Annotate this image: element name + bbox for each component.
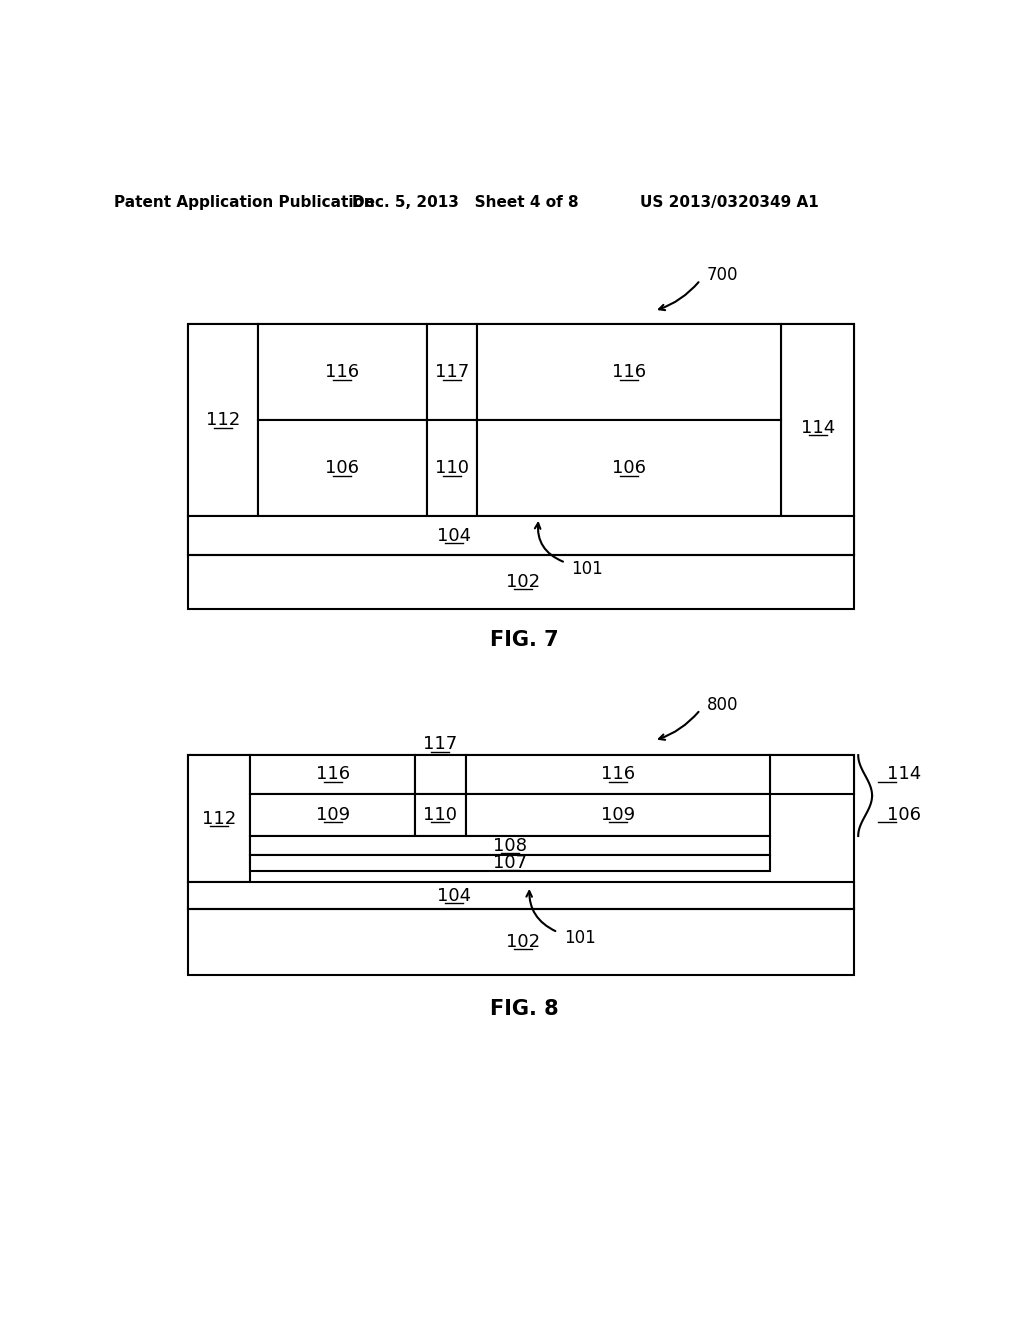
Text: 107: 107: [493, 854, 526, 873]
Text: 109: 109: [315, 805, 350, 824]
Text: 112: 112: [202, 809, 237, 828]
Text: 116: 116: [600, 766, 635, 783]
Text: 106: 106: [326, 459, 359, 478]
Bar: [188, 755, 854, 974]
Bar: [250, 836, 770, 855]
Bar: [258, 323, 427, 420]
Text: Patent Application Publication: Patent Application Publication: [114, 195, 375, 210]
Bar: [466, 793, 770, 836]
Text: 800: 800: [707, 696, 738, 714]
Text: 106: 106: [887, 805, 921, 824]
Bar: [477, 323, 781, 420]
Bar: [416, 793, 466, 836]
Text: 106: 106: [612, 459, 646, 478]
Bar: [188, 882, 854, 909]
Text: 114: 114: [801, 418, 835, 437]
Bar: [427, 420, 477, 516]
Text: 116: 116: [326, 363, 359, 381]
Text: 109: 109: [600, 805, 635, 824]
Bar: [770, 755, 854, 793]
Text: 110: 110: [424, 805, 458, 824]
Text: Dec. 5, 2013   Sheet 4 of 8: Dec. 5, 2013 Sheet 4 of 8: [352, 195, 579, 210]
Bar: [250, 793, 416, 836]
Text: 101: 101: [571, 560, 603, 578]
Text: 116: 116: [612, 363, 646, 381]
Bar: [416, 755, 466, 793]
Text: 112: 112: [206, 412, 240, 429]
Text: 110: 110: [435, 459, 469, 478]
Bar: [258, 420, 427, 516]
Text: FIG. 8: FIG. 8: [490, 999, 559, 1019]
Text: 116: 116: [315, 766, 350, 783]
Text: 117: 117: [423, 735, 458, 754]
Bar: [250, 755, 416, 793]
Text: 117: 117: [435, 363, 469, 381]
Bar: [427, 323, 477, 420]
Text: 101: 101: [564, 929, 596, 948]
Text: 102: 102: [506, 933, 541, 950]
Text: 114: 114: [887, 766, 921, 783]
Text: 108: 108: [493, 837, 526, 854]
Bar: [781, 323, 854, 516]
Text: 102: 102: [506, 573, 541, 591]
Bar: [188, 323, 258, 516]
Bar: [477, 420, 781, 516]
Text: 104: 104: [437, 887, 471, 904]
Bar: [466, 755, 770, 793]
Bar: [188, 516, 854, 554]
Bar: [188, 755, 250, 882]
Text: 700: 700: [707, 267, 738, 284]
Text: 104: 104: [437, 527, 471, 545]
Text: FIG. 7: FIG. 7: [490, 630, 559, 649]
Bar: [250, 855, 770, 871]
Bar: [188, 323, 854, 609]
Text: US 2013/0320349 A1: US 2013/0320349 A1: [640, 195, 819, 210]
